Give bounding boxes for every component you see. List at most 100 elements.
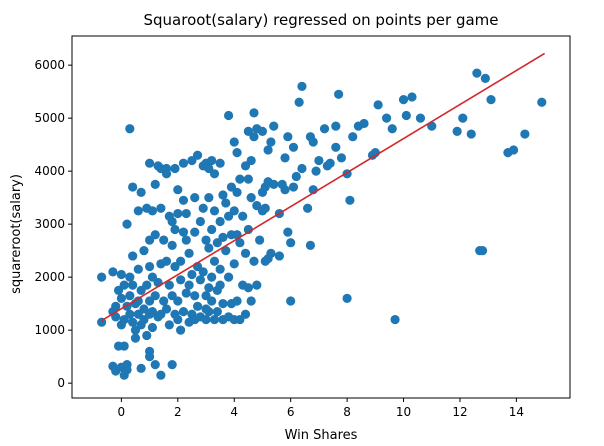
data-point [283,132,293,142]
y-tick-label: 1000 [34,323,65,337]
data-point [144,352,155,362]
data-point [161,304,172,314]
data-point [520,129,530,139]
data-point [508,145,519,155]
data-point [274,251,284,261]
data-point [207,155,217,166]
data-point [212,307,222,317]
data-point [119,341,129,351]
data-point [257,126,268,136]
data-point [269,179,279,189]
data-point [125,272,135,282]
data-point [176,275,186,285]
data-point [246,193,256,203]
x-tick-label: 12 [452,405,467,419]
data-point [159,296,169,306]
data-point [190,193,200,203]
data-point [303,203,313,213]
data-point [116,293,126,303]
data-point [373,100,383,110]
data-point [286,238,296,248]
data-point [173,185,183,195]
data-point [223,272,234,282]
data-point [128,251,138,261]
chart-title: Squaroot(salary) regressed on points per… [143,11,498,29]
data-point [173,296,183,306]
data-point [97,272,107,282]
data-point [229,206,239,216]
data-point [142,330,152,341]
y-tick-label: 4000 [34,164,65,178]
data-point [249,108,259,118]
data-point [286,296,296,306]
data-point [331,121,341,131]
data-point [243,283,253,293]
data-point [249,256,259,266]
data-point [466,129,476,139]
data-point [486,95,496,105]
data-point [125,309,135,319]
data-point [240,309,251,319]
data-point [198,267,208,277]
data-point [150,291,160,301]
data-point [283,227,293,237]
data-point [184,280,194,290]
data-point [297,81,307,91]
data-point [207,296,217,306]
data-point [167,360,177,370]
x-tick-label: 8 [343,405,351,419]
data-point [235,174,245,184]
data-point [294,97,304,107]
data-point [133,264,143,274]
y-tick-label: 2000 [34,270,65,284]
data-point [159,235,169,245]
data-point [187,269,197,280]
data-point [215,264,225,274]
data-point [537,97,547,107]
data-point [201,235,211,245]
data-point [229,137,239,147]
data-point [280,153,290,163]
data-point [142,280,152,290]
data-point [480,73,490,83]
data-point [314,155,324,166]
data-point [345,195,355,205]
data-point [452,126,462,136]
data-point [387,124,397,134]
data-point [240,248,251,258]
data-point [398,95,409,105]
data-point [195,275,205,285]
data-point [325,158,335,168]
data-point [348,132,358,142]
data-point [170,224,180,235]
data-point [336,153,347,163]
axes: 0 2 4 6 8 10 12 14 0 1000 2000 3000 4000 5000 6000 [34,35,571,419]
data-point [128,280,138,290]
data-point [204,283,214,293]
data-point [108,267,118,277]
regression-line [101,52,546,322]
data-point [382,113,392,123]
data-point [232,187,242,197]
data-point [319,124,330,134]
data-point [477,246,488,256]
data-point [207,272,217,282]
data-point [204,307,214,317]
data-point [263,145,273,155]
data-point [297,163,307,174]
data-point [133,296,143,306]
data-point [246,296,256,306]
data-point [201,314,211,325]
data-point [144,158,155,168]
data-point [223,110,234,121]
data-point [232,230,242,240]
y-tick-label: 6000 [34,58,65,72]
data-point [119,280,129,290]
data-point [161,256,172,266]
data-point [458,113,468,123]
data-point [342,293,352,303]
data-point [176,325,186,335]
data-point [122,360,132,370]
data-point [215,280,225,290]
